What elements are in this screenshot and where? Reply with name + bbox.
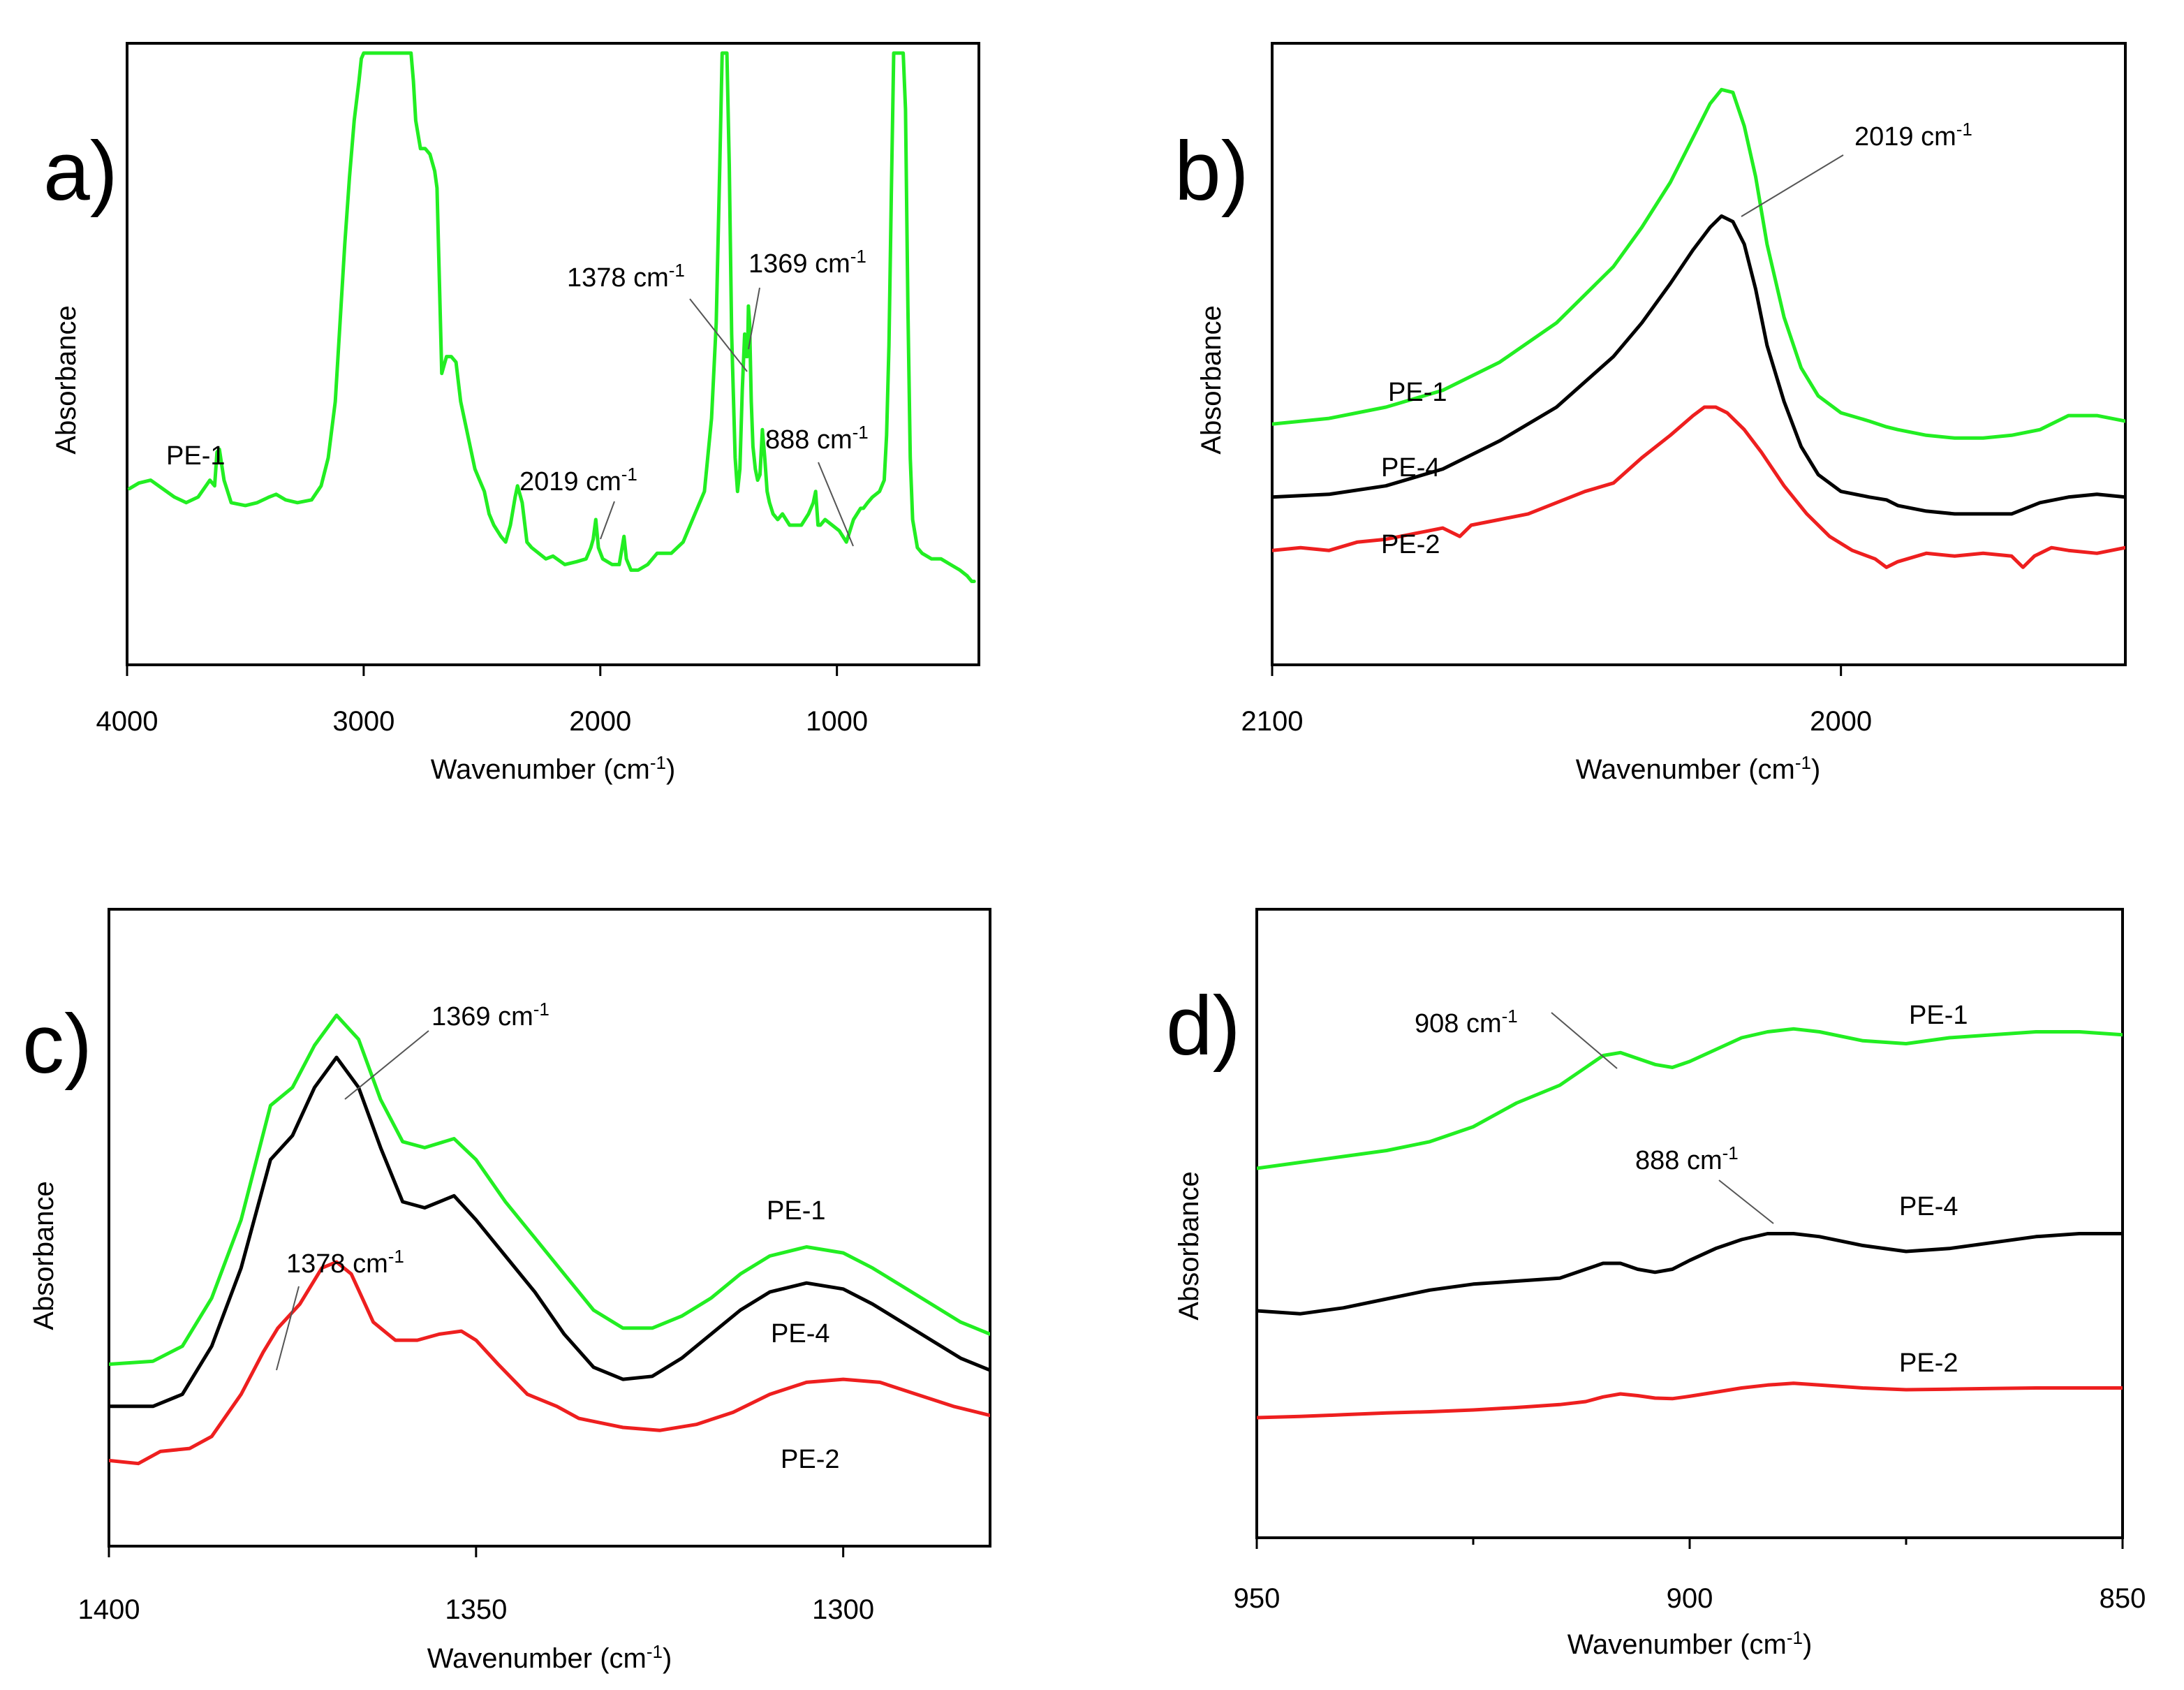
panel-c-ticks: 1400 1350 1300 [78,1546,874,1625]
panel-c-annotations: 1369 cm-1 1378 cm-1 [276,999,549,1371]
annotation-1378c-arrow [276,1286,300,1371]
panel-c: c) 1400 1350 1300 Wavenumber (cm-1) Absorb… [22,908,991,1674]
series-pe-4-line [109,1055,990,1409]
annotation-1369: 1369 cm-1 [748,246,866,279]
panel-b-label-pe2: PE-2 [1381,530,1440,559]
panel-c-label-pe4: PE-4 [771,1319,829,1349]
annotation-1369c: 1369 cm-1 [431,999,549,1031]
panel-b-label-pe1: PE-1 [1388,378,1447,407]
panel-d-xtick-label: 950 [1234,1583,1281,1614]
panel-b-ticks: 2100 2000 [1241,665,1872,737]
annotation-2019b-arrow [1741,154,1844,217]
series-pe-4-line [1272,214,2125,516]
panel-a-annotations: 2019 cm-1 1378 cm-1 1369 cm-1 888 cm-1 [519,246,869,547]
panel-c-xtick-label: 1400 [78,1594,140,1625]
panel-b-ylabel: Absorbance [1196,305,1227,454]
panel-c-frame [108,908,991,1548]
annotation-1369c-arrow [344,1030,429,1100]
panel-a-xtick-label: 3000 [332,706,394,737]
series-pe-4-line [1257,1232,2123,1316]
annotation-908-arrow [1551,1012,1618,1069]
panel-c-xtick-label: 1300 [812,1594,874,1625]
series-pe-2-line [109,1260,990,1466]
panel-b-xlabel: Wavenumber (cm-1) [1576,752,1821,785]
panel-a-series [127,51,976,583]
panel-a-ylabel: Absorbance [51,305,82,454]
panel-c-ylabel: Absorbance [29,1181,59,1330]
annotation-2019-arrow [600,501,615,540]
annotation-908: 908 cm-1 [1415,1006,1518,1038]
annotation-1369-arrow [748,287,760,350]
annotation-2019: 2019 cm-1 [519,464,637,497]
panel-d-letter: d) [1166,979,1241,1073]
series-pe-2-line [1257,1381,2123,1420]
panel-a-xtick-label: 2000 [569,706,631,737]
panel-c-label-pe2: PE-2 [781,1445,839,1474]
panel-d-xtick-label: 850 [2100,1583,2146,1614]
annotation-1378-arrow [689,298,748,372]
panel-d-ticks: 950 900 850 [1234,1538,2146,1614]
panel-c-series [109,1013,990,1466]
annotation-2019b: 2019 cm-1 [1854,119,1972,152]
panel-a-ticks: 4000 3000 2000 1000 [96,665,868,737]
panel-a-xlabel: Wavenumber (cm-1) [431,752,676,785]
panel-d-label-pe1: PE-1 [1909,1001,1968,1030]
panel-d-label-pe2: PE-2 [1899,1349,1958,1378]
annotation-888: 888 cm-1 [765,422,869,455]
panel-a: a) 4000 3000 2000 1000 Wavenumber (cm-1) Ab… [43,42,980,785]
annotation-1378c: 1378 cm-1 [286,1246,404,1279]
panel-b-series [1272,87,2125,569]
panel-c-xlabel: Wavenumber (cm-1) [427,1641,672,1674]
panel-b: b) 2100 2000 Wavenumber (cm-1) Absorbance… [1174,42,2127,785]
series-pe-2-line [1272,405,2125,569]
panel-b-xtick-label: 2000 [1810,706,1872,737]
panel-d-frame [1255,908,2124,1539]
panel-b-label-pe4: PE-4 [1381,453,1440,483]
panel-d-xlabel: Wavenumber (cm-1) [1567,1627,1813,1660]
series-pe-1-line [109,1013,990,1366]
annotation-888d-arrow [1718,1180,1774,1224]
panel-d-label-pe4: PE-4 [1899,1192,1958,1221]
panel-b-xtick-label: 2100 [1241,706,1304,737]
series-pe-1-line [1272,87,2125,440]
panel-d: d) 950 900 850 Wavenumber (cm-1) Absorbanc… [1166,908,2146,1660]
panel-d-series [1257,1027,2123,1420]
annotation-1378: 1378 cm-1 [567,260,685,293]
panel-d-ylabel: Absorbance [1174,1171,1204,1320]
panel-a-xtick-label: 1000 [806,706,868,737]
panel-d-xtick-label: 900 [1667,1583,1713,1614]
panel-c-label-pe1: PE-1 [767,1196,825,1226]
series-pe-1-line [127,51,976,583]
panel-a-label-pe1: PE-1 [166,441,225,471]
series-pe-1-line [1257,1027,2123,1170]
panel-b-frame [1271,42,2127,666]
panel-a-xtick-label: 4000 [96,706,158,737]
panel-b-annotations: 2019 cm-1 [1741,119,1972,217]
panel-c-letter: c) [22,997,92,1091]
annotation-888-arrow [818,462,854,547]
panel-a-frame [126,42,980,666]
panel-b-letter: b) [1174,124,1249,218]
annotation-888d: 888 cm-1 [1635,1142,1739,1175]
panel-a-letter: a) [43,124,118,218]
panel-d-annotations: 908 cm-1 888 cm-1 [1415,1006,1774,1224]
panel-c-xtick-label: 1350 [445,1594,507,1625]
